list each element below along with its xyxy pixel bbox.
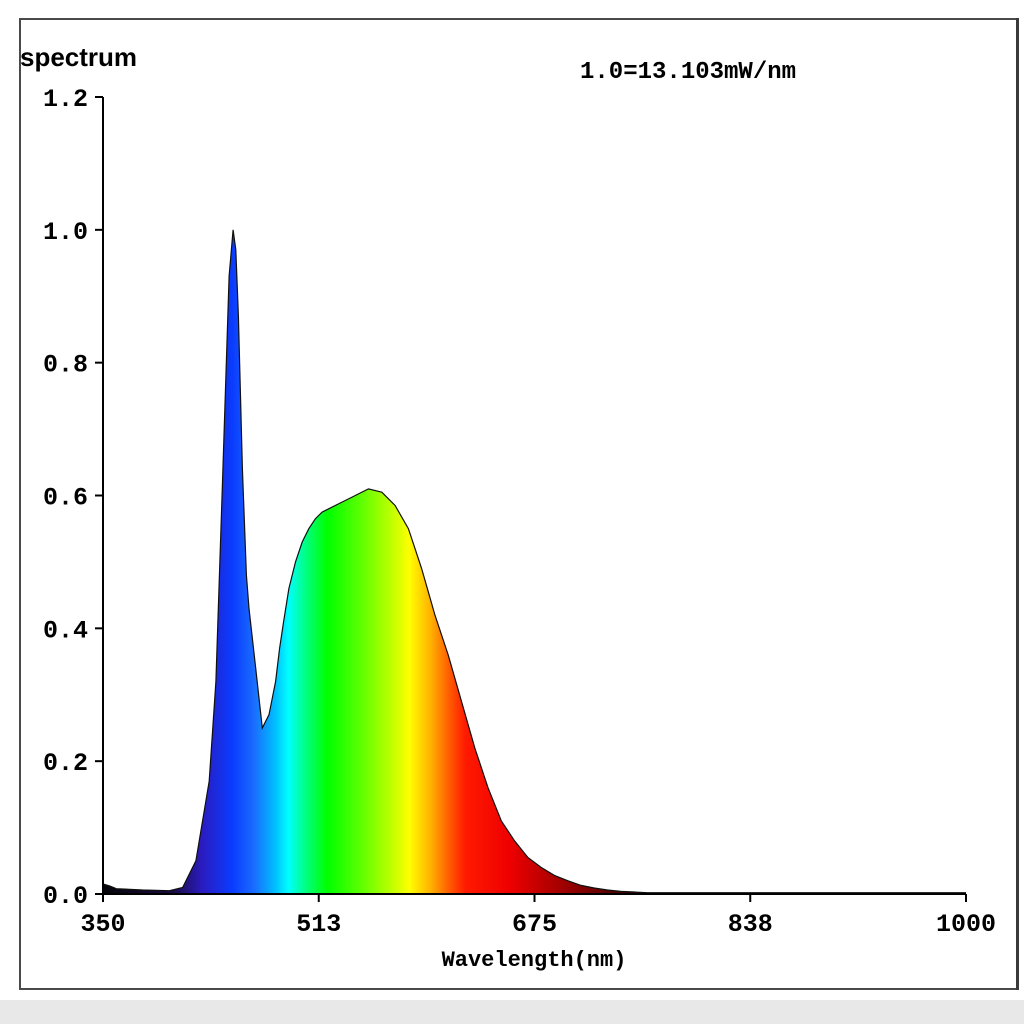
spectrum-area	[103, 229, 966, 895]
y-tick-label: 0.6	[43, 484, 88, 513]
y-tick-label: 0.8	[43, 351, 88, 380]
x-tick-label: 675	[512, 910, 557, 939]
y-tick-label: 1.2	[43, 85, 88, 114]
scale-annotation: 1.0=13.103mW/nm	[580, 59, 796, 86]
y-tick-label: 0.0	[43, 882, 88, 911]
x-tick-label: 1000	[936, 910, 996, 939]
spectrum-line	[102, 229, 966, 894]
x-tick-label: 513	[296, 910, 341, 939]
y-axis-label: spectrum	[20, 42, 137, 72]
chart-frame	[19, 18, 1019, 990]
y-tick-label: 0.4	[43, 616, 88, 645]
x-axis-label: Wavelength(nm)	[442, 948, 627, 973]
spectrum-chart: spectrum 1.0=13.103mW/nm Wavelength(nm) …	[20, 42, 996, 973]
y-tick-label: 1.0	[43, 218, 88, 247]
bottom-strip	[0, 1000, 1024, 1024]
x-tick-label: 350	[80, 910, 125, 939]
frame-right-edge	[1016, 18, 1019, 990]
y-tick-label: 0.2	[43, 749, 88, 778]
x-tick-label: 838	[728, 910, 773, 939]
